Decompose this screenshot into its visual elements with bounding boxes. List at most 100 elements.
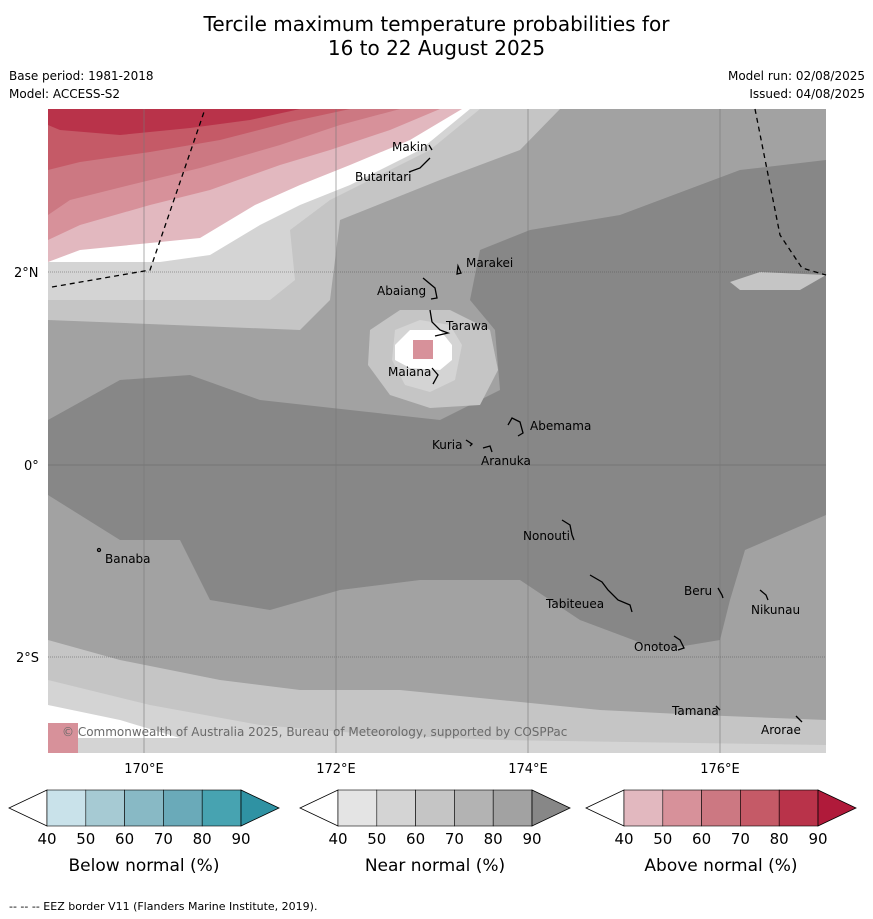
place-label-tamana: Tamana xyxy=(671,704,719,718)
colorbar-tick-label: 70 xyxy=(445,830,464,848)
colorbar-tip-low xyxy=(585,789,625,827)
near-normal-80-region xyxy=(48,160,826,650)
colorbar-segment xyxy=(701,789,741,827)
island-beru xyxy=(717,587,724,599)
place-label-banaba: Banaba xyxy=(105,552,151,566)
place-label-makin: Makin xyxy=(392,140,428,154)
lon-label-172: 172°E xyxy=(316,762,356,777)
title-line-1: Tercile maximum temperature probabilitie… xyxy=(203,12,670,36)
place-label-butaritari: Butaritari xyxy=(355,170,412,184)
islands xyxy=(96,144,803,723)
colorbar-tick-label: 60 xyxy=(115,830,134,848)
place-label-marakei: Marakei xyxy=(466,256,513,270)
colorbar-tick-label: 50 xyxy=(653,830,672,848)
colorbar-tick-label: 70 xyxy=(154,830,173,848)
colorbar-tick-label: 60 xyxy=(692,830,711,848)
south-above-patch xyxy=(48,723,78,753)
colorbars: 40 50 60 70 80 90 Below normal (%) 40 50 60 70 80 9… xyxy=(8,789,857,876)
island-abaiang xyxy=(422,277,438,300)
lon-labels: 170°E 172°E 174°E 176°E xyxy=(124,762,740,777)
colorbar-tip-high xyxy=(240,789,280,827)
colorbar-tick-label: 70 xyxy=(731,830,750,848)
above-normal-90-region xyxy=(48,109,300,135)
colorbar-tick-label: 80 xyxy=(770,830,789,848)
lat-label-2s: 2°S xyxy=(16,651,39,666)
colorbar-segment xyxy=(740,789,780,827)
meta-left: Base period: 1981-2018 Model: ACCESS-S2 xyxy=(9,67,154,103)
place-labels: Makin Butaritari Marakei Abaiang Tarawa … xyxy=(105,140,801,737)
model-name: Model: ACCESS-S2 xyxy=(9,87,121,101)
colorbar-segment xyxy=(376,789,416,827)
place-label-abaiang: Abaiang xyxy=(377,284,426,298)
colorbar-title: Near normal (%) xyxy=(365,856,505,876)
colorbar-tick-label: 40 xyxy=(37,830,56,848)
map-title: Tercile maximum temperature probabilitie… xyxy=(0,12,873,60)
colorbar-tick-label: 60 xyxy=(406,830,425,848)
colorbar-above-normal: 40 50 60 70 80 90 Above normal (%) xyxy=(585,789,857,876)
south-50-band xyxy=(48,680,826,753)
colorbar-tick-label: 50 xyxy=(76,830,95,848)
colorbar-tip-low xyxy=(8,789,48,827)
lon-label-176: 176°E xyxy=(700,762,740,777)
island-nikunau xyxy=(759,589,769,601)
island-tamana xyxy=(715,705,721,711)
island-maiana xyxy=(431,367,439,385)
island-kuria xyxy=(465,439,474,447)
issued-date: Issued: 04/08/2025 xyxy=(749,87,865,101)
place-label-beru: Beru xyxy=(684,584,712,598)
island-arorae xyxy=(795,715,803,723)
tarawa-above-patch xyxy=(413,340,433,359)
place-label-arorae: Arorae xyxy=(761,723,801,737)
colorbar-tick-label: 50 xyxy=(367,830,386,848)
colorbar-segment xyxy=(623,789,664,827)
colorbar-segment xyxy=(124,789,164,827)
place-label-nonouti: Nonouti xyxy=(523,529,570,543)
place-label-kuria: Kuria xyxy=(432,438,463,452)
colorbar-near-normal: 40 50 60 70 80 90 Near normal (%) xyxy=(299,789,571,876)
colorbar-tick-label: 90 xyxy=(808,830,827,848)
eez-border-east xyxy=(754,108,827,276)
place-label-aranuka: Aranuka xyxy=(481,454,531,468)
colorbar-tick-label: 40 xyxy=(614,830,633,848)
island-tarawa xyxy=(429,309,451,337)
colorbar-segment xyxy=(46,789,87,827)
lat-labels: 2°N 0° 2°S xyxy=(14,266,39,666)
colorbar-tick-label: 80 xyxy=(193,830,212,848)
colorbar-title: Above normal (%) xyxy=(644,856,797,876)
northeast-60-patch xyxy=(730,272,826,290)
colorbar-segment xyxy=(415,789,455,827)
title-line-2: 16 to 22 August 2025 xyxy=(327,36,546,60)
place-label-onotoa: Onotoa xyxy=(634,640,678,654)
probability-field xyxy=(48,109,826,753)
colorbar-tick-label: 90 xyxy=(231,830,250,848)
island-nonouti xyxy=(561,519,575,541)
colorbar-below-normal: 40 50 60 70 80 90 Below normal (%) xyxy=(8,789,280,876)
south-40-patch xyxy=(48,705,180,738)
base-period: Base period: 1981-2018 xyxy=(9,69,154,83)
graticule xyxy=(48,109,826,753)
meta-right: Model run: 02/08/2025 Issued: 04/08/2025 xyxy=(728,67,865,103)
eez-borders xyxy=(51,108,827,288)
lat-label-2n: 2°N xyxy=(14,266,39,281)
island-banaba xyxy=(96,547,102,553)
island-tabiteuea xyxy=(589,574,633,613)
colorbar-tip-high xyxy=(531,789,571,827)
colorbar-segment xyxy=(778,789,819,827)
colorbar-segment xyxy=(662,789,702,827)
model-run: Model run: 02/08/2025 xyxy=(727,69,865,83)
colorbar-tip-low xyxy=(299,789,339,827)
colorbar-tick-label: 90 xyxy=(522,830,541,848)
eez-footnote: -- -- -- EEZ border V11 (Flanders Marine… xyxy=(9,900,318,913)
place-label-maiana: Maiana xyxy=(388,365,431,379)
colorbar-segment xyxy=(337,789,378,827)
copyright-notice: © Commonwealth of Australia 2025, Bureau… xyxy=(62,725,567,739)
island-makin xyxy=(428,144,433,151)
place-label-tarawa: Tarawa xyxy=(445,319,488,333)
colorbar-tip-high xyxy=(817,789,857,827)
place-label-nikunau: Nikunau xyxy=(751,603,800,617)
colorbar-segment xyxy=(85,789,125,827)
island-onotoa xyxy=(673,635,685,651)
lon-label-174: 174°E xyxy=(508,762,548,777)
colorbar-tick-label: 80 xyxy=(484,830,503,848)
island-aranuka xyxy=(482,445,493,453)
